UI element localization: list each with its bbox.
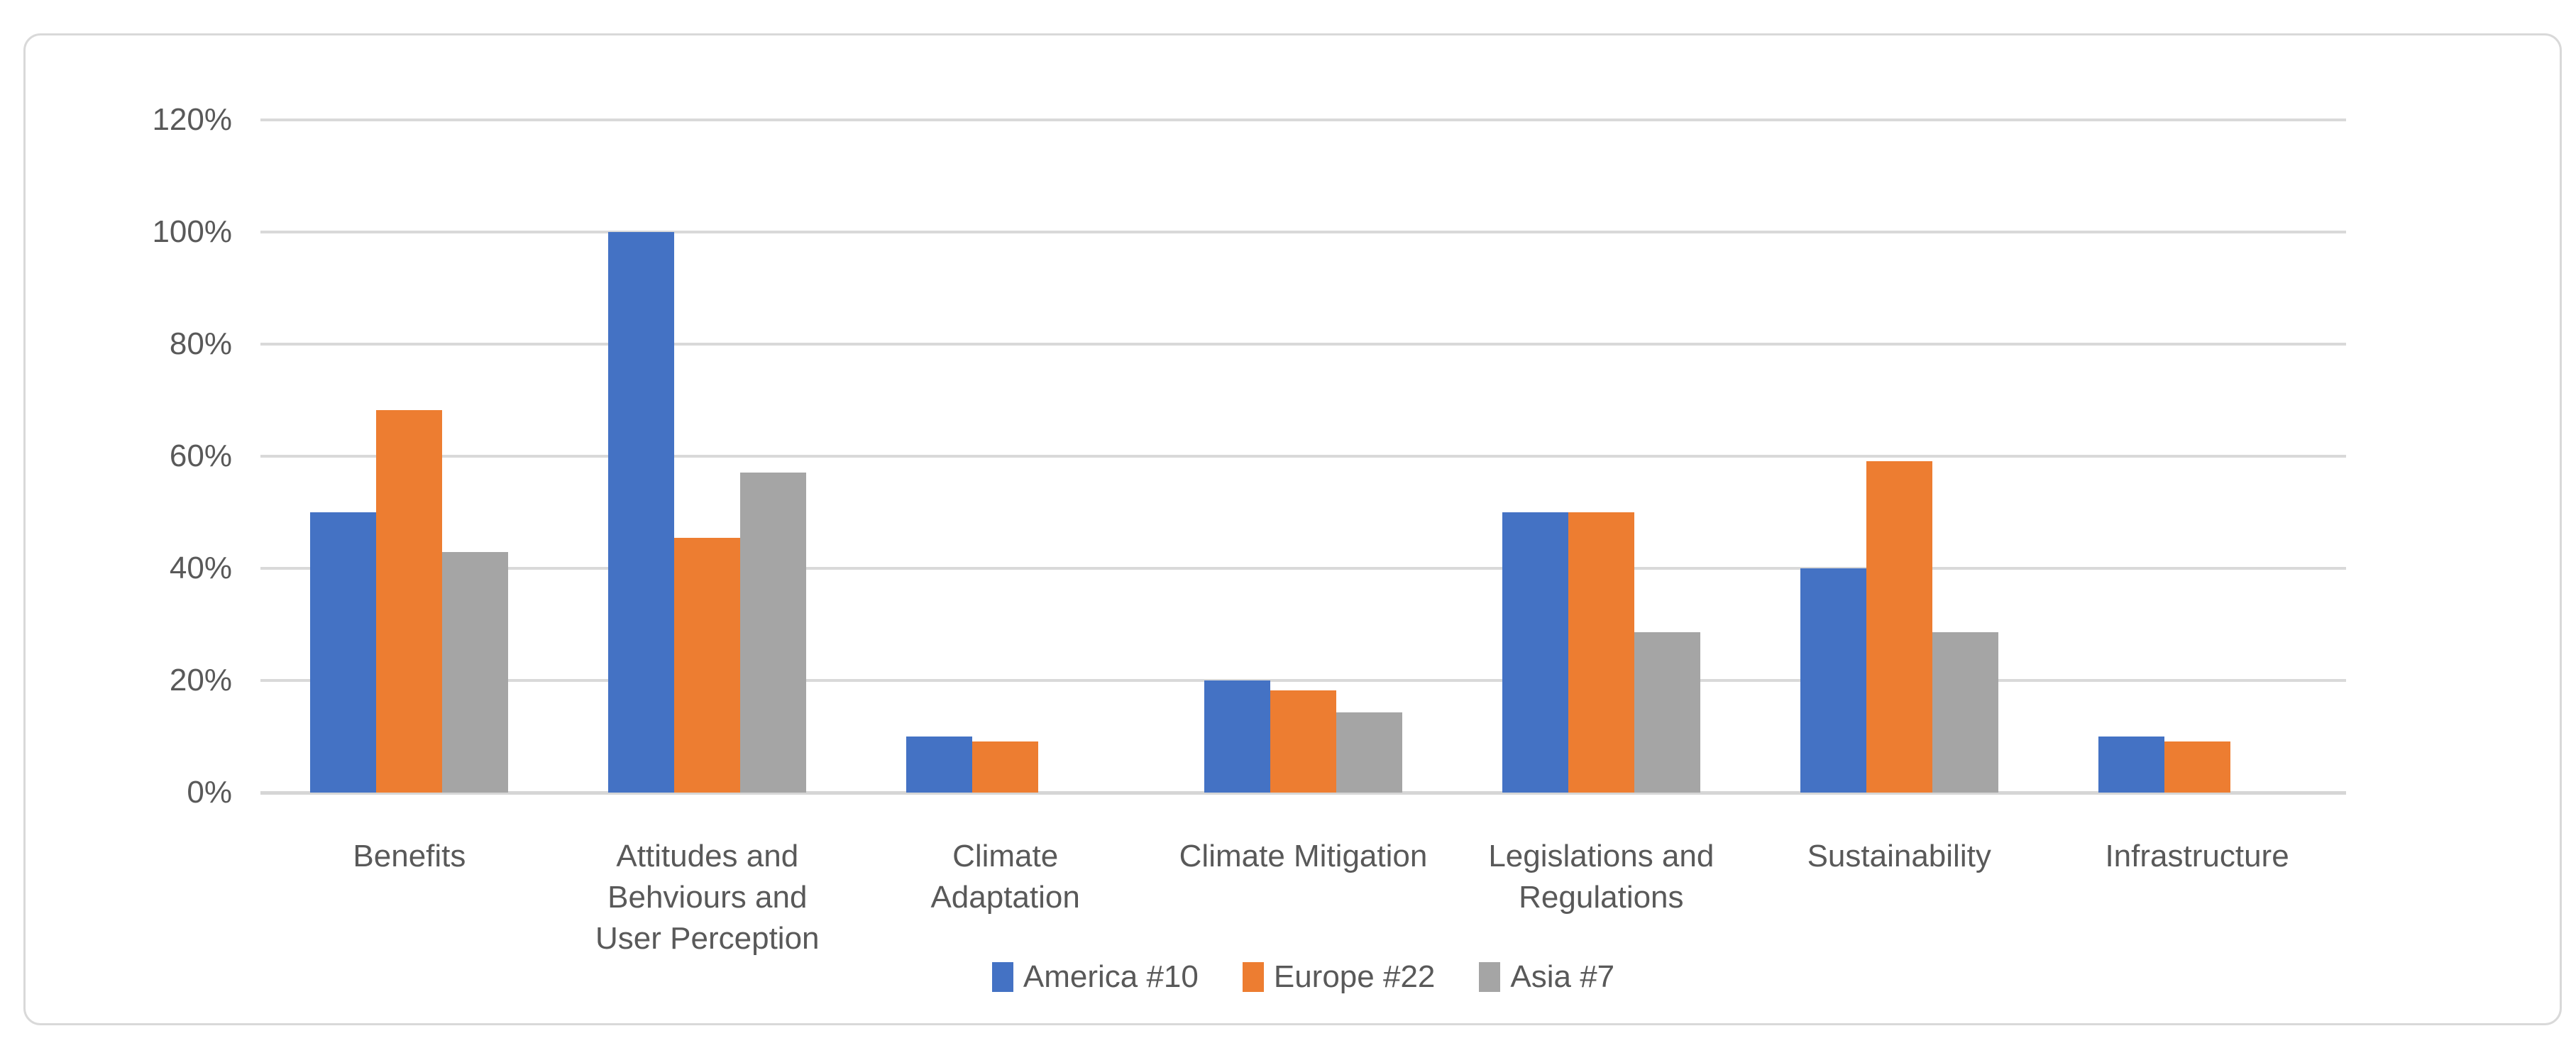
y-tick-label-80: 80% — [169, 326, 232, 361]
category-label-legislations-and-regulations: Legislations and Regulations — [1452, 836, 1750, 918]
bar-europe-22-infrastructure — [2164, 741, 2230, 793]
category-label-climate-adaptation: Climate Adaptation — [857, 836, 1155, 918]
gridline-40 — [260, 567, 2346, 570]
gridline-0 — [260, 791, 2346, 795]
legend-swatch-asia-7 — [1479, 962, 1501, 992]
category-label-line: Benefits — [353, 839, 466, 873]
gridline-20 — [260, 679, 2346, 682]
bar-asia-7-benefits — [442, 552, 509, 793]
category-label-line: Infrastructure — [2105, 839, 2289, 873]
y-tick-label-60: 60% — [169, 438, 232, 473]
legend-item-europe-22: Europe #22 — [1242, 959, 1436, 995]
bar-europe-22-climate-mitigation — [1270, 690, 1336, 793]
bar-america-10-benefits — [310, 512, 377, 793]
bar-america-10-climate-mitigation — [1204, 680, 1270, 793]
y-tick-label-120: 120% — [152, 102, 232, 137]
category-label-benefits: Benefits — [260, 836, 558, 877]
legend-item-america-10: America #10 — [991, 959, 1199, 995]
chart-frame — [23, 33, 2562, 1025]
y-tick-label-20: 20% — [169, 663, 232, 697]
bar-europe-22-sustainability — [1866, 461, 1932, 793]
category-label-line: Regulations — [1519, 880, 1684, 915]
category-label-line: Sustainability — [1807, 839, 1991, 873]
bar-asia-7-climate-mitigation — [1336, 712, 1402, 793]
bar-america-10-sustainability — [1800, 568, 1866, 793]
gridline-100 — [260, 231, 2346, 233]
plot-area — [260, 118, 2346, 795]
category-label-line: Legislations and — [1488, 839, 1714, 873]
bar-europe-22-benefits — [376, 410, 443, 793]
bar-america-10-attitudes-and-behviours-and-user-perception — [608, 232, 675, 793]
category-label-line: Climate Mitigation — [1179, 839, 1428, 873]
legend-label: Asia #7 — [1510, 959, 1615, 994]
bar-asia-7-sustainability — [1932, 632, 1998, 793]
bar-europe-22-climate-adaptation — [972, 741, 1039, 793]
category-label-line: Climate — [952, 839, 1059, 873]
category-label-line: Attitudes and — [616, 839, 799, 873]
bar-america-10-infrastructure — [2098, 737, 2164, 793]
gridline-120 — [260, 118, 2346, 121]
bar-asia-7-legislations-and-regulations — [1634, 632, 1700, 793]
legend-item-asia-7: Asia #7 — [1479, 959, 1614, 995]
category-label-climate-mitigation: Climate Mitigation — [1155, 836, 1453, 877]
y-tick-label-100: 100% — [152, 214, 232, 249]
y-tick-label-0: 0% — [187, 775, 232, 810]
gridline-80 — [260, 343, 2346, 346]
legend-label: America #10 — [1023, 959, 1199, 994]
legend-swatch-america-10 — [991, 962, 1013, 992]
gridline-60 — [260, 455, 2346, 458]
legend-label: Europe #22 — [1273, 959, 1436, 994]
category-label-infrastructure: Infrastructure — [2048, 836, 2346, 877]
bar-europe-22-legislations-and-regulations — [1568, 512, 1634, 793]
bar-america-10-climate-adaptation — [906, 737, 973, 793]
category-label-line: Adaptation — [930, 880, 1080, 915]
category-label-sustainability: Sustainability — [1750, 836, 2048, 877]
category-label-attitudes-and-behviours-and-user-perception: Attitudes and Behviours and User Perceptio… — [558, 836, 857, 959]
bar-europe-22-attitudes-and-behviours-and-user-perception — [674, 537, 741, 793]
legend-swatch-europe-22 — [1242, 962, 1264, 992]
category-label-line: User Perception — [595, 921, 820, 956]
bar-america-10-legislations-and-regulations — [1502, 512, 1568, 793]
category-label-line: Behviours and — [607, 880, 808, 915]
legend: America #10 Europe #22 Asia #7 — [260, 952, 2346, 1002]
bar-asia-7-attitudes-and-behviours-and-user-perception — [740, 472, 807, 793]
y-tick-label-40: 40% — [169, 551, 232, 585]
